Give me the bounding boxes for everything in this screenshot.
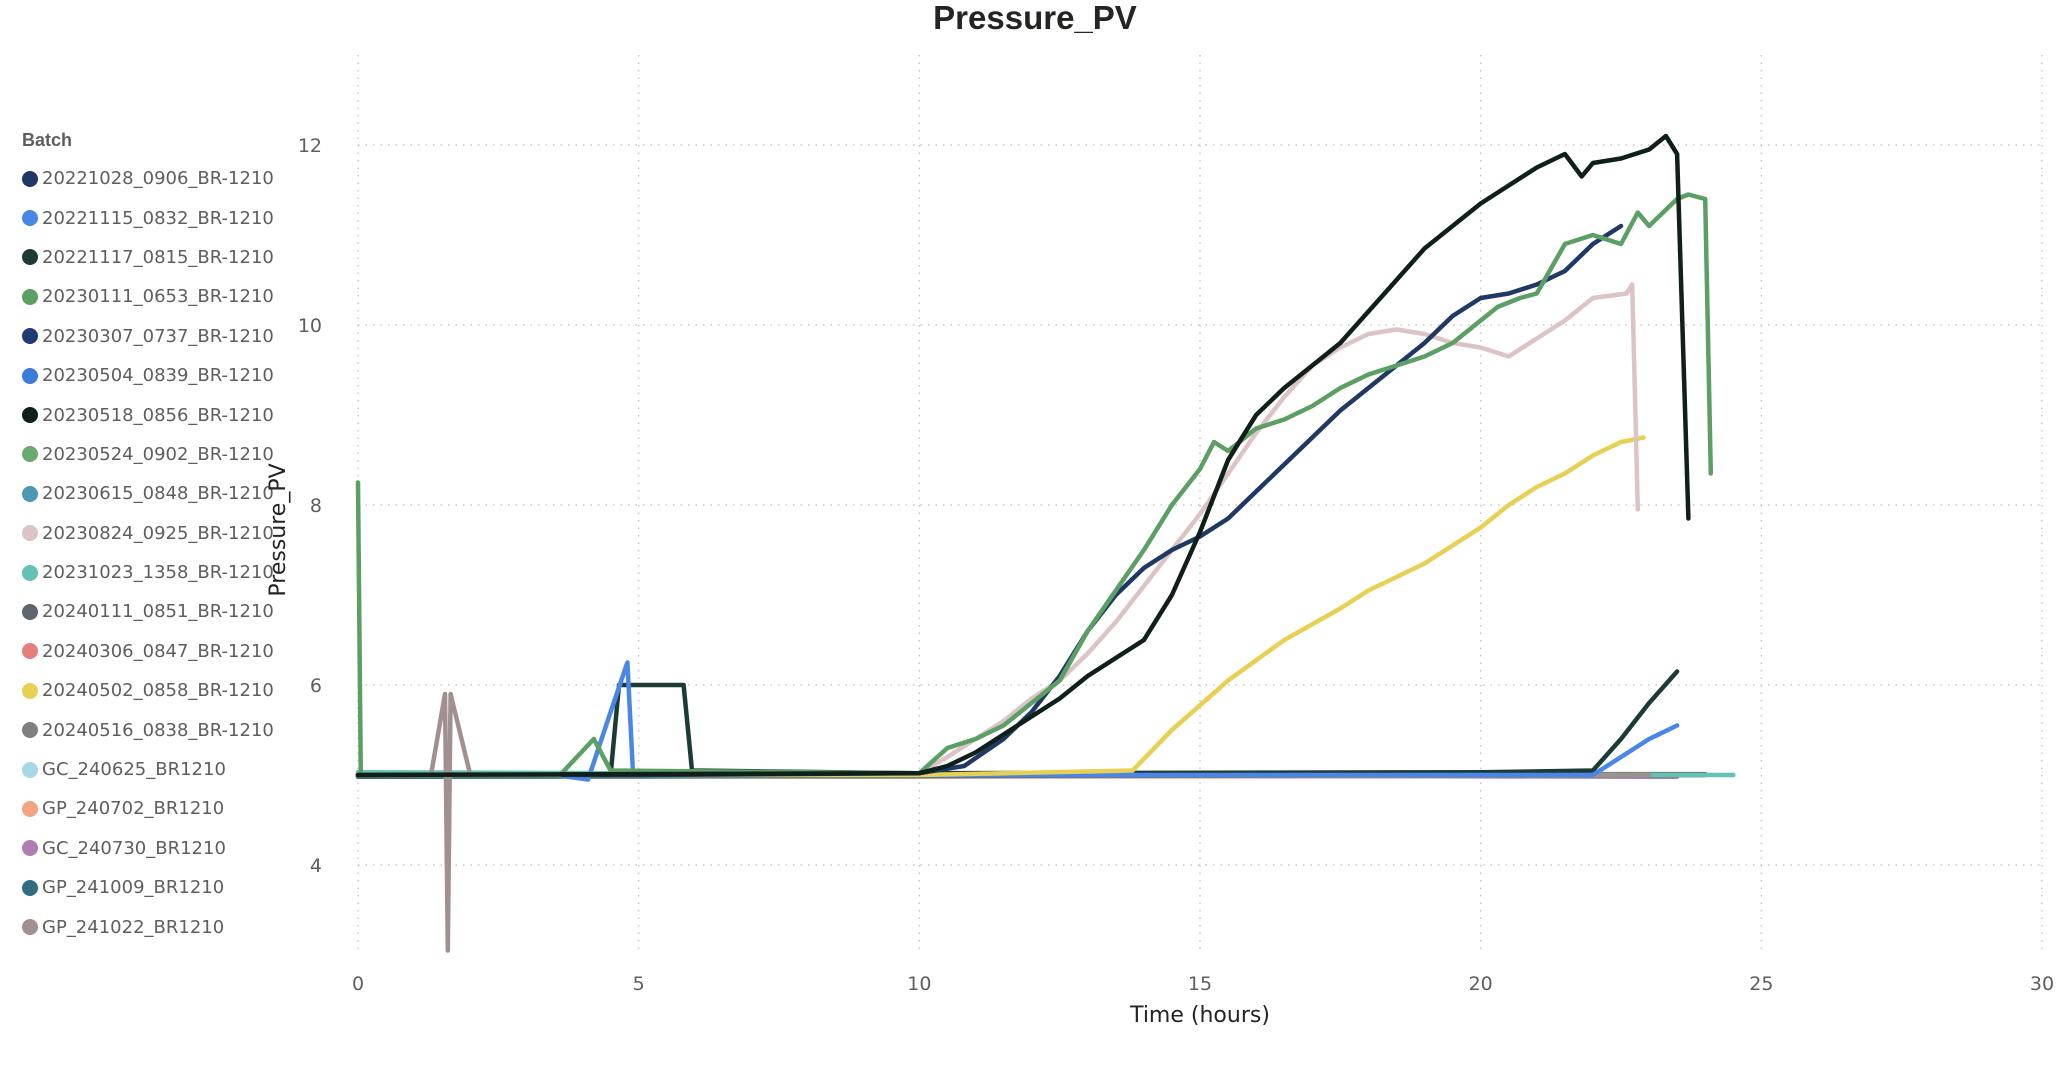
- legend-item[interactable]: 20230824_0925_BR-1210: [22, 514, 274, 553]
- legend-swatch: [22, 170, 38, 187]
- legend-label: 20230824_0925_BR-1210: [42, 522, 274, 544]
- series-line-20221028_0906_BR-1210[interactable]: [355, 223, 1624, 778]
- legend-item[interactable]: 20240502_0858_BR-1210: [22, 671, 274, 710]
- legend-item[interactable]: GC_240625_BR1210: [22, 750, 274, 789]
- y-tick-label: 12: [298, 135, 322, 157]
- legend-label: 20240502_0858_BR-1210: [42, 680, 274, 702]
- x-tick-label: 25: [1749, 973, 1773, 995]
- legend-item[interactable]: 20240516_0838_BR-1210: [22, 710, 274, 749]
- chart-title: Pressure_PV: [933, 0, 1137, 36]
- legend-label: 20221117_0815_BR-1210: [42, 246, 274, 268]
- legend: Batch 20221028_0906_BR-1210 20221115_0832…: [22, 130, 274, 947]
- legend-swatch: [22, 485, 38, 502]
- legend-swatch: [22, 761, 38, 778]
- x-tick-label: 20: [1469, 973, 1493, 995]
- legend-title: Batch: [22, 130, 73, 150]
- y-tick-label: 8: [310, 495, 322, 517]
- legend-item[interactable]: 20240306_0847_BR-1210: [22, 632, 274, 671]
- legend-label: GC_240730_BR1210: [42, 837, 226, 859]
- legend-item[interactable]: GP_240702_BR1210: [22, 789, 274, 828]
- series-line-20230111_0653_BR-1210[interactable]: [355, 192, 1714, 778]
- y-tick-label: 6: [310, 675, 322, 697]
- legend-swatch: [22, 879, 38, 896]
- legend-swatch: [22, 525, 38, 542]
- legend-swatch: [22, 407, 38, 424]
- series-lines: [355, 133, 1736, 953]
- x-axis-ticks: 0 5 10 15 20 25 30: [352, 973, 2054, 995]
- legend-item[interactable]: 20221028_0906_BR-1210: [22, 159, 274, 198]
- x-axis-label: Time (hours): [1129, 1003, 1270, 1028]
- legend-label: 20240111_0851_BR-1210: [42, 601, 274, 623]
- legend-swatch: [22, 682, 38, 699]
- legend-item[interactable]: GP_241009_BR1210: [22, 868, 274, 907]
- legend-swatch: [22, 919, 38, 936]
- legend-label: GC_240625_BR1210: [42, 759, 226, 781]
- legend-label: 20230307_0737_BR-1210: [42, 325, 274, 347]
- x-tick-label: 0: [352, 973, 364, 995]
- series-line-20230518_0856_BR-1210[interactable]: [355, 133, 1691, 778]
- y-tick-label: 4: [310, 855, 322, 877]
- legend-swatch: [22, 288, 38, 305]
- legend-swatch: [22, 722, 38, 739]
- legend-label: 20240306_0847_BR-1210: [42, 640, 274, 662]
- legend-label: 20230615_0848_BR-1210: [42, 483, 274, 505]
- legend-label: GP_241022_BR1210: [42, 916, 225, 938]
- legend-label: 20230504_0839_BR-1210: [42, 365, 274, 387]
- y-axis-label: Pressure_PV: [266, 463, 291, 596]
- y-axis-ticks: 4 6 8 10 12: [298, 135, 322, 877]
- legend-item[interactable]: GP_241022_BR1210: [22, 907, 274, 946]
- legend-item[interactable]: 20230111_0653_BR-1210: [22, 277, 274, 316]
- series-line-20230824_0925_BR-1210[interactable]: [355, 282, 1641, 778]
- legend-item[interactable]: 20231023_1358_BR-1210: [22, 553, 274, 592]
- series-line-20221115_0832_BR-1210[interactable]: [355, 660, 1680, 782]
- x-tick-label: 5: [633, 973, 645, 995]
- legend-swatch: [22, 249, 38, 266]
- legend-label: 20231023_1358_BR-1210: [42, 562, 274, 584]
- legend-swatch: [22, 800, 38, 817]
- legend-swatch: [22, 564, 38, 581]
- legend-swatch: [22, 643, 38, 660]
- legend-item[interactable]: 20240111_0851_BR-1210: [22, 592, 274, 631]
- legend-label: GP_240702_BR1210: [42, 798, 225, 820]
- legend-label: 20221028_0906_BR-1210: [42, 168, 274, 190]
- legend-label: 20240516_0838_BR-1210: [42, 719, 274, 741]
- legend-label: 20230518_0856_BR-1210: [42, 404, 274, 426]
- y-tick-label: 10: [298, 315, 322, 337]
- x-tick-label: 15: [1188, 973, 1212, 995]
- legend-item[interactable]: 20221117_0815_BR-1210: [22, 238, 274, 277]
- legend-swatch: [22, 328, 38, 345]
- legend-item[interactable]: 20221115_0832_BR-1210: [22, 198, 274, 237]
- legend-item[interactable]: 20230615_0848_BR-1210: [22, 474, 274, 513]
- legend-swatch: [22, 210, 38, 227]
- x-tick-label: 10: [907, 973, 931, 995]
- legend-item[interactable]: 20230524_0902_BR-1210: [22, 435, 274, 474]
- legend-label: 20221115_0832_BR-1210: [42, 207, 274, 229]
- legend-label: GP_241009_BR1210: [42, 877, 225, 899]
- legend-item[interactable]: GC_240730_BR1210: [22, 829, 274, 868]
- x-tick-label: 30: [2030, 973, 2054, 995]
- legend-label: 20230111_0653_BR-1210: [42, 286, 274, 308]
- series-line-20240502_0858_BR-1210[interactable]: [355, 435, 1646, 778]
- legend-swatch: [22, 446, 38, 463]
- legend-swatch: [22, 603, 38, 620]
- legend-swatch: [22, 367, 38, 384]
- gridlines: [357, 55, 2043, 955]
- legend-label: 20230524_0902_BR-1210: [42, 443, 274, 465]
- legend-item[interactable]: 20230504_0839_BR-1210: [22, 356, 274, 395]
- legend-swatch: [22, 840, 38, 857]
- legend-items: 20221028_0906_BR-1210 20221115_0832_BR-12…: [22, 159, 274, 947]
- legend-item[interactable]: 20230307_0737_BR-1210: [22, 317, 274, 356]
- legend-item[interactable]: 20230518_0856_BR-1210: [22, 395, 274, 434]
